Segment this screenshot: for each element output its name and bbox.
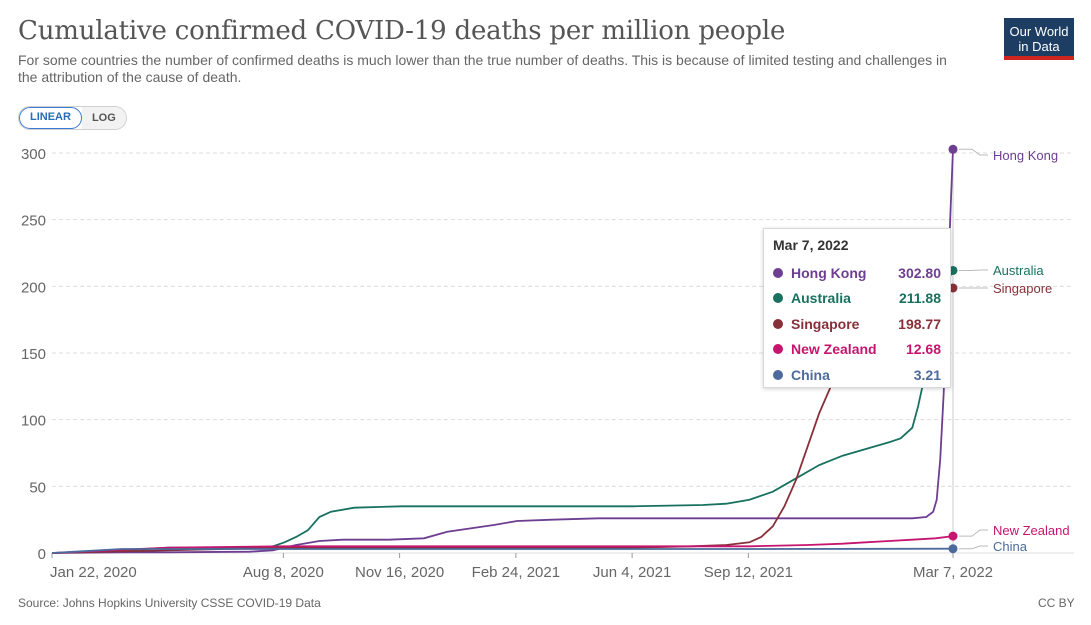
x-tick-label: Jan 22, 2020 bbox=[50, 564, 137, 581]
tooltip-series-name: Australia bbox=[791, 290, 851, 307]
label-connector bbox=[959, 529, 988, 537]
owid-logo[interactable]: Our World in Data bbox=[1004, 18, 1074, 60]
label-connector bbox=[959, 545, 988, 550]
gridlines bbox=[52, 152, 1074, 554]
series-line-china[interactable] bbox=[51, 547, 954, 554]
y-tick-label: 100 bbox=[21, 413, 46, 430]
series-end-label[interactable]: Singapore bbox=[993, 281, 1052, 296]
x-axis-ticks: Jan 22, 2020 Aug 8, 2020 Nov 16, 2020 Feb 2… bbox=[50, 553, 993, 581]
series-lines[interactable] bbox=[51, 144, 958, 554]
tooltip-row-new-zealand: New Zealand 12.68 bbox=[773, 337, 941, 363]
new-zealand-dot-icon bbox=[773, 344, 783, 355]
series-end-label[interactable]: Australia bbox=[993, 263, 1044, 278]
label-connector bbox=[959, 148, 988, 156]
chart-subtitle: For some countries the number of confirm… bbox=[18, 52, 947, 85]
series-line-australia[interactable] bbox=[51, 270, 954, 554]
logo-line-2: in Data bbox=[1018, 39, 1060, 54]
y-tick-label: 0 bbox=[38, 546, 46, 563]
tooltip-row-singapore: Singapore 198.77 bbox=[773, 311, 941, 337]
x-tick-label: Aug 8, 2020 bbox=[243, 564, 324, 581]
tooltip-series-value: 211.88 bbox=[898, 290, 941, 307]
series-line-new-zealand[interactable] bbox=[51, 535, 954, 554]
source-note[interactable]: Source: Johns Hopkins University CSSE CO… bbox=[18, 596, 321, 610]
x-tick-label: Feb 24, 2021 bbox=[472, 564, 560, 581]
scale-toggle[interactable]: LINEAR LOG bbox=[18, 106, 127, 130]
end-point-new-zealand[interactable] bbox=[948, 531, 958, 541]
tooltip-series-name: Hong Kong bbox=[791, 264, 867, 281]
hong-kong-dot-icon bbox=[773, 267, 783, 278]
series-end-label[interactable]: Hong Kong bbox=[993, 148, 1058, 163]
log-scale-button[interactable]: LOG bbox=[81, 107, 126, 129]
tooltip-series-name: Singapore bbox=[791, 315, 860, 332]
series-end-label[interactable]: New Zealand bbox=[993, 523, 1070, 538]
tooltip-date: Mar 7, 2022 bbox=[773, 237, 849, 253]
y-tick-label: 50 bbox=[29, 479, 46, 496]
tooltip-series-value: 198.77 bbox=[898, 315, 941, 332]
chart-title: Cumulative confirmed COVID-19 deaths per… bbox=[18, 16, 786, 46]
series-end-label[interactable]: China bbox=[993, 539, 1028, 554]
y-axis-ticks: 0 50 100 150 200 250 300 bbox=[21, 146, 46, 563]
x-tick-label: Nov 16, 2020 bbox=[355, 564, 444, 581]
series-line-hong-kong[interactable] bbox=[51, 149, 954, 554]
y-tick-label: 200 bbox=[21, 279, 46, 296]
series-end-labels[interactable]: Hong Kong Australia Singapore New ZealandCh… bbox=[959, 148, 1070, 554]
tooltip-series-value: 302.80 bbox=[898, 264, 941, 281]
license-link[interactable]: CC BY bbox=[1038, 596, 1075, 610]
x-tick-label: Sep 12, 2021 bbox=[704, 564, 793, 581]
australia-dot-icon bbox=[773, 293, 783, 304]
logo-line-1: Our World bbox=[1009, 24, 1069, 39]
end-point-hong-kong[interactable] bbox=[948, 144, 958, 154]
tooltip-row-australia: Australia 211.88 bbox=[773, 286, 941, 312]
tooltip-row-china: China 3.21 bbox=[773, 362, 941, 388]
china-dot-icon bbox=[773, 369, 783, 380]
y-tick-label: 300 bbox=[21, 146, 46, 163]
y-tick-label: 150 bbox=[21, 346, 46, 363]
tooltip: Mar 7, 2022 Hong Kong 302.80 Australia 2… bbox=[763, 228, 951, 388]
x-tick-label: Mar 7, 2022 bbox=[913, 564, 993, 581]
tooltip-row-hong-kong: Hong Kong 302.80 bbox=[773, 260, 941, 286]
x-tick-label: Jun 4, 2021 bbox=[593, 564, 671, 581]
singapore-dot-icon bbox=[773, 318, 783, 329]
tooltip-series-name: China bbox=[791, 366, 830, 383]
tooltip-series-value: 3.21 bbox=[913, 366, 941, 383]
y-tick-label: 250 bbox=[21, 213, 46, 230]
end-point-china[interactable] bbox=[948, 544, 958, 554]
logo-accent-bar bbox=[1004, 56, 1074, 60]
tooltip-series-value: 12.68 bbox=[905, 341, 941, 358]
linear-scale-button[interactable]: LINEAR bbox=[19, 107, 82, 129]
tooltip-series-name: New Zealand bbox=[791, 341, 877, 358]
